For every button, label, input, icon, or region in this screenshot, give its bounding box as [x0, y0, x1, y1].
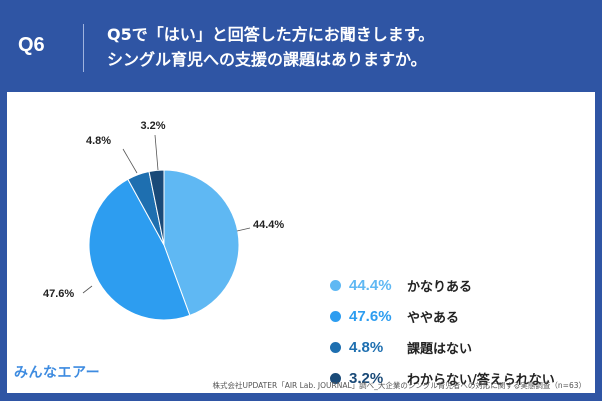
question-line-1: Q5で「はい」と回答した方にお聞きします。 — [107, 25, 435, 44]
legend-percent: 47.6% — [349, 308, 392, 325]
legend-label: かなりある — [407, 280, 473, 295]
slice-value-label-3: 4.8% — [86, 135, 111, 147]
legend-label: 課題はない — [407, 342, 473, 357]
chart-panel: 44.4% 47.6% 4.8% 3.2% 44.4% かなりある 47.6% ややある 4.… — [7, 92, 595, 393]
header-divider — [83, 24, 84, 72]
question-number: Q6 — [18, 34, 45, 56]
chart-legend: 44.4% かなりある 47.6% ややある 4.8% 課題はない 3.2% わからない/答え… — [330, 270, 555, 394]
legend-label: ややある — [407, 311, 460, 326]
legend-swatch — [330, 342, 341, 353]
question-line-2: シングル育児への支援の課題はありますか。 — [107, 50, 427, 69]
slice-value-label-2: 47.6% — [43, 288, 74, 300]
legend-swatch — [330, 280, 341, 291]
legend-percent: 4.8% — [349, 339, 384, 356]
slice-value-label-4: 3.2% — [140, 120, 165, 132]
brand-logo: みんなエアー — [14, 365, 101, 381]
pie-chart: 44.4% 47.6% 4.8% 3.2% — [43, 120, 284, 321]
legend-item-1: 44.4% かなりある — [330, 270, 555, 301]
header: Q6 Q5で「はい」と回答した方にお聞きします。 シングル育児への支援の課題はあ… — [0, 0, 602, 88]
legend-swatch — [330, 311, 341, 322]
legend-item-4: 3.2% わからない/答えられない — [330, 363, 555, 394]
question-text: Q5で「はい」と回答した方にお聞きします。 シングル育児への支援の課題はあります… — [107, 22, 434, 72]
slice-leader-line-3 — [122, 148, 138, 174]
source-note: 株式会社UPDATER「AIR Lab. JOURNAL」調べ_大企業のシングル… — [212, 381, 586, 390]
pie-slice-2 — [88, 178, 191, 321]
pie-slice-1 — [163, 169, 240, 317]
slice-leader-line-4 — [154, 134, 159, 171]
legend-label: わからない/答えられない — [407, 373, 555, 388]
legend-percent: 44.4% — [349, 277, 392, 294]
legend-item-3: 4.8% 課題はない — [330, 332, 555, 363]
legend-percent: 3.2% — [349, 370, 384, 387]
pie-slice-4 — [148, 169, 165, 246]
slice-leader-line-1 — [236, 227, 251, 232]
slice-value-label-1: 44.4% — [253, 219, 284, 231]
slice-leader-line-2 — [82, 285, 93, 294]
legend-item-2: 47.6% ややある — [330, 301, 555, 332]
legend-swatch — [330, 373, 341, 384]
